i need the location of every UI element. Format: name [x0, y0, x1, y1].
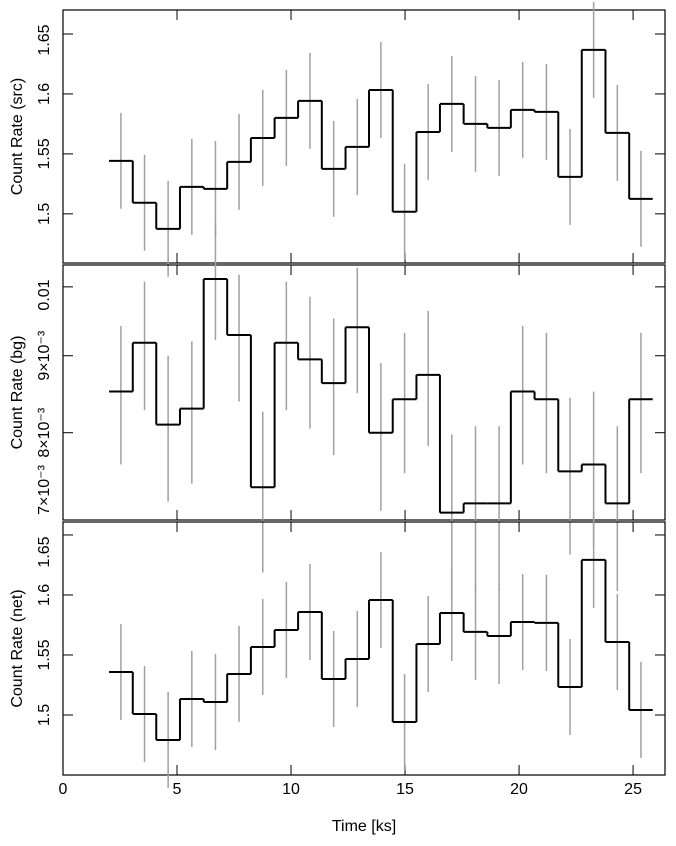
y-tick-label: 8×10⁻³ [36, 407, 53, 457]
x-tick-label: 20 [510, 781, 528, 798]
y-axis-label: Count Rate (src) [9, 78, 26, 195]
x-tick-label: 10 [282, 781, 300, 798]
y-tick-label: 1.55 [36, 138, 53, 169]
y-tick-label: 9×10⁻³ [36, 330, 53, 380]
x-axis-label: Time [ks] [332, 818, 396, 835]
y-tick-label: 1.65 [36, 24, 53, 55]
y-axis-label: Count Rate (bg) [9, 336, 26, 450]
y-tick-label: 1.6 [36, 584, 53, 606]
x-tick-label: 15 [396, 781, 414, 798]
plot-frame [62, 264, 666, 521]
y-axis-label: Count Rate (net) [9, 589, 26, 707]
x-tick-label: 25 [624, 781, 642, 798]
y-tick-label: 1.6 [36, 83, 53, 105]
x-tick-label: 5 [173, 781, 182, 798]
plot-frame [62, 9, 666, 264]
y-tick-label: 1.5 [36, 704, 53, 726]
y-tick-label: 1.65 [36, 536, 53, 567]
x-tick-label: 0 [59, 781, 68, 798]
y-tick-label: 0.01 [36, 279, 53, 310]
plot-frame [62, 521, 666, 776]
y-tick-label: 7×10⁻³ [36, 464, 53, 514]
y-tick-label: 1.5 [36, 203, 53, 225]
y-tick-label: 1.55 [36, 639, 53, 670]
